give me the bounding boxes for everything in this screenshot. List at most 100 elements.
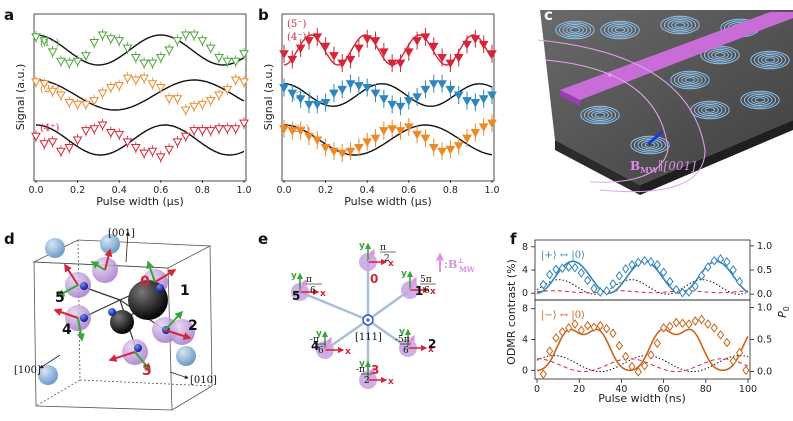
data-point xyxy=(666,321,674,332)
stripline-edge xyxy=(560,90,580,106)
data-point xyxy=(31,33,41,42)
data-point xyxy=(106,35,116,44)
b-perp-arrow xyxy=(409,276,417,291)
ring xyxy=(674,22,686,28)
angle-denominator: 2 xyxy=(364,376,370,386)
bottom-ytick-label: 8 xyxy=(522,304,528,315)
ring xyxy=(660,15,700,35)
data-point xyxy=(437,54,447,63)
data-point xyxy=(378,127,389,136)
data-point xyxy=(31,78,41,87)
data-point xyxy=(445,59,456,69)
data-point xyxy=(89,125,100,134)
angle-denominator: 2 xyxy=(384,254,390,264)
ring xyxy=(583,107,617,123)
panel-d-label: d xyxy=(4,230,15,248)
x-tick-label: 0 xyxy=(534,384,540,395)
nitrogen-atom xyxy=(108,308,116,316)
panel-f-plot xyxy=(536,254,750,379)
label-2minus: (2⁻) xyxy=(290,124,310,135)
data-point xyxy=(590,322,598,333)
panel-a: a 0.0 0.2 0.4 0.6 0.8 1.0 Pulse width (µs) Si… xyxy=(4,6,252,208)
data-point xyxy=(230,76,241,86)
data-point xyxy=(565,323,573,333)
top-y2tick-label: 0.0 xyxy=(757,289,772,300)
angle-denominator: 6 xyxy=(310,286,316,296)
data-point xyxy=(147,59,158,69)
data-point xyxy=(412,37,422,46)
x-tick-label: 0.8 xyxy=(443,185,458,196)
data-point xyxy=(478,95,489,104)
data-point xyxy=(114,37,125,46)
label-4minus: (4⁻) xyxy=(287,32,307,43)
ring xyxy=(711,50,729,60)
data-point xyxy=(615,270,623,281)
data-point xyxy=(222,125,233,134)
data-point xyxy=(122,138,133,147)
data-point xyxy=(571,262,579,273)
bottom-y2tick-label: 1.0 xyxy=(757,302,772,313)
data-point xyxy=(189,102,199,112)
data-point xyxy=(139,74,150,84)
data-point xyxy=(378,95,389,104)
data-point xyxy=(337,85,348,95)
data-point xyxy=(205,127,216,136)
data-point xyxy=(428,80,439,89)
panel-f-xlabel: Pulse width (ns) xyxy=(598,392,686,405)
ring xyxy=(603,22,637,38)
data-point xyxy=(552,264,560,275)
data-point xyxy=(403,48,414,57)
ring xyxy=(671,20,689,30)
data-point xyxy=(603,323,611,334)
ring xyxy=(750,50,790,70)
chip-surface xyxy=(540,10,793,185)
data-point xyxy=(287,89,298,99)
e-site-5: 5 xyxy=(292,289,300,303)
angle-denominator: 6 xyxy=(318,346,324,356)
data-point xyxy=(596,320,604,331)
bottom-ytick-label: 4 xyxy=(522,335,528,346)
data-point xyxy=(445,145,456,155)
data-point xyxy=(362,138,373,147)
data-point xyxy=(164,145,174,155)
x-tick-label: 80 xyxy=(700,384,712,395)
data-point xyxy=(337,149,348,159)
ring xyxy=(663,17,697,33)
ring xyxy=(670,70,710,90)
data-point xyxy=(197,37,208,46)
data-point xyxy=(704,262,712,272)
data-point xyxy=(387,59,398,69)
site-0: 0 xyxy=(140,274,150,290)
data-point xyxy=(659,267,668,278)
data-point xyxy=(239,78,249,87)
data-point xyxy=(97,31,108,41)
data-point xyxy=(279,84,289,93)
data-point xyxy=(56,147,66,157)
x-axis-label: x xyxy=(430,287,436,297)
data-point xyxy=(403,97,414,106)
data-point xyxy=(420,85,431,95)
data-point xyxy=(634,257,642,268)
data-point xyxy=(214,91,224,101)
panel-c-label: c xyxy=(544,6,553,24)
data-point xyxy=(685,287,693,297)
data-point xyxy=(345,80,356,89)
data-point xyxy=(552,333,560,343)
carbon-atom xyxy=(45,238,65,258)
data-point xyxy=(478,123,489,132)
x-tick-label: 0.4 xyxy=(360,185,375,196)
x-tick-label: 100 xyxy=(739,384,757,395)
data-point xyxy=(205,97,216,106)
data-point xyxy=(716,254,725,264)
data-point xyxy=(197,127,208,136)
x-axis-label: x xyxy=(388,377,394,387)
data-point xyxy=(470,99,481,108)
data-point xyxy=(678,318,687,329)
data-point xyxy=(287,55,298,65)
data-point xyxy=(445,85,456,95)
ring xyxy=(611,25,629,35)
data-point xyxy=(189,31,199,41)
